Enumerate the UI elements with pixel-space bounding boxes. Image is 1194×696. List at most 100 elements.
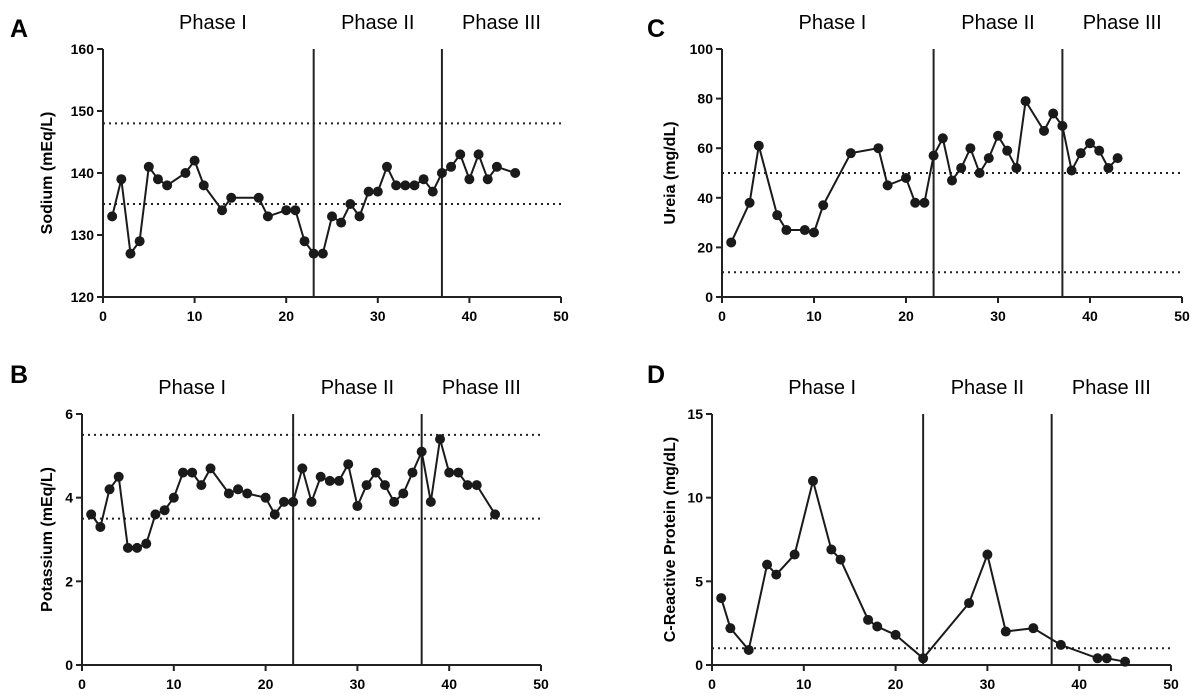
data-point [315, 471, 326, 482]
y-tick-label: 0 [65, 657, 73, 673]
data-point [1092, 653, 1103, 664]
data-point [336, 217, 347, 228]
y-tick-label: 40 [697, 190, 713, 206]
y-tick-label: 5 [695, 573, 703, 589]
data-point [400, 180, 411, 191]
data-point [937, 133, 948, 144]
data-point [389, 496, 400, 507]
data-point [168, 492, 179, 503]
phase-label: Phase III [442, 377, 521, 399]
data-point [1048, 108, 1059, 119]
x-tick-label: 50 [553, 308, 569, 324]
data-point [308, 248, 319, 259]
data-point [510, 168, 521, 178]
data-point [482, 174, 493, 185]
data-point [743, 644, 754, 655]
y-tick-label: 20 [697, 239, 713, 255]
data-point [1101, 653, 1112, 664]
data-point [125, 248, 136, 259]
data-point [354, 211, 365, 222]
data-point [425, 496, 436, 507]
data-point [187, 467, 198, 478]
data-point [1094, 145, 1105, 156]
data-point [753, 140, 764, 151]
data-point [725, 623, 736, 634]
data-point [407, 467, 418, 478]
data-point [455, 149, 466, 160]
y-tick-label: 140 [71, 165, 95, 181]
data-point [471, 480, 482, 491]
y-axis-label: Sodium (mEq/L) [39, 112, 56, 235]
data-point [217, 205, 228, 216]
data-point [418, 174, 429, 185]
data-point [180, 168, 191, 178]
y-tick-label: 0 [695, 657, 703, 673]
data-point [278, 496, 289, 507]
data-point [107, 211, 118, 222]
data-point [297, 463, 308, 474]
data-point [334, 475, 345, 486]
y-tick-label: 0 [705, 289, 713, 305]
data-point [196, 480, 207, 491]
data-point [343, 459, 354, 470]
y-axis-label: Ureia (mg/dL) [662, 121, 679, 224]
panel-c: C Ureia (mg/dL) Phase I Phase II Phase III 0 2… [647, 12, 1190, 324]
panel-letter: A [10, 15, 28, 43]
phase-label: Phase II [341, 12, 414, 34]
data-point [1039, 125, 1049, 136]
data-point [965, 143, 976, 154]
y-tick-label: 60 [697, 140, 713, 156]
y-axis-label: C-Reactive Protein (mg/dL) [662, 437, 679, 642]
y-tick-label: 2 [65, 573, 73, 589]
x-tick-label: 10 [806, 308, 822, 324]
phase-label: Phase II [321, 377, 394, 399]
data-point [947, 175, 957, 186]
phase-label: Phase I [798, 12, 866, 34]
y-tick-label: 100 [690, 41, 714, 57]
data-point [781, 225, 792, 236]
y-tick-label: 6 [65, 406, 73, 422]
panel-letter: D [647, 361, 665, 389]
data-point [324, 475, 335, 486]
data-point [762, 559, 773, 570]
x-tick-label: 50 [533, 676, 549, 692]
data-point [290, 205, 301, 216]
data-point [910, 197, 921, 208]
x-tick-label: 20 [898, 308, 914, 324]
data-point [435, 434, 446, 445]
data-point [890, 629, 901, 640]
y-tick-label: 15 [687, 406, 703, 422]
data-point [391, 180, 402, 191]
x-tick-label: 40 [1071, 676, 1087, 692]
y-tick-label: 150 [71, 103, 95, 119]
phase-label: Phase II [951, 377, 1024, 399]
data-point [159, 505, 170, 516]
data-point [177, 467, 188, 478]
data-point [427, 186, 438, 197]
data-point [162, 180, 173, 191]
data-point [436, 168, 447, 178]
data-point [352, 501, 363, 512]
data-point [716, 593, 727, 604]
phase-label: Phase I [158, 377, 226, 399]
y-tick-label: 120 [71, 289, 95, 305]
data-point [807, 475, 818, 486]
data-point [262, 211, 273, 222]
x-tick-label: 40 [462, 308, 478, 324]
panel-letter: B [10, 361, 28, 389]
panel-b: B Potassium (mEq/L) Phase I Phase II Phase I… [10, 361, 549, 692]
data-point [379, 480, 390, 491]
x-tick-label: 0 [78, 676, 86, 692]
data-point [116, 174, 127, 185]
data-point [772, 210, 783, 221]
data-point [242, 488, 253, 499]
data-point [473, 149, 484, 160]
y-tick-label: 130 [71, 227, 95, 243]
phase-label: Phase III [1083, 12, 1162, 34]
x-tick-label: 10 [166, 676, 182, 692]
x-tick-label: 0 [718, 308, 726, 324]
data-point [226, 192, 237, 203]
data-point [260, 492, 271, 503]
data-point [1103, 163, 1114, 174]
data-point [919, 197, 930, 208]
